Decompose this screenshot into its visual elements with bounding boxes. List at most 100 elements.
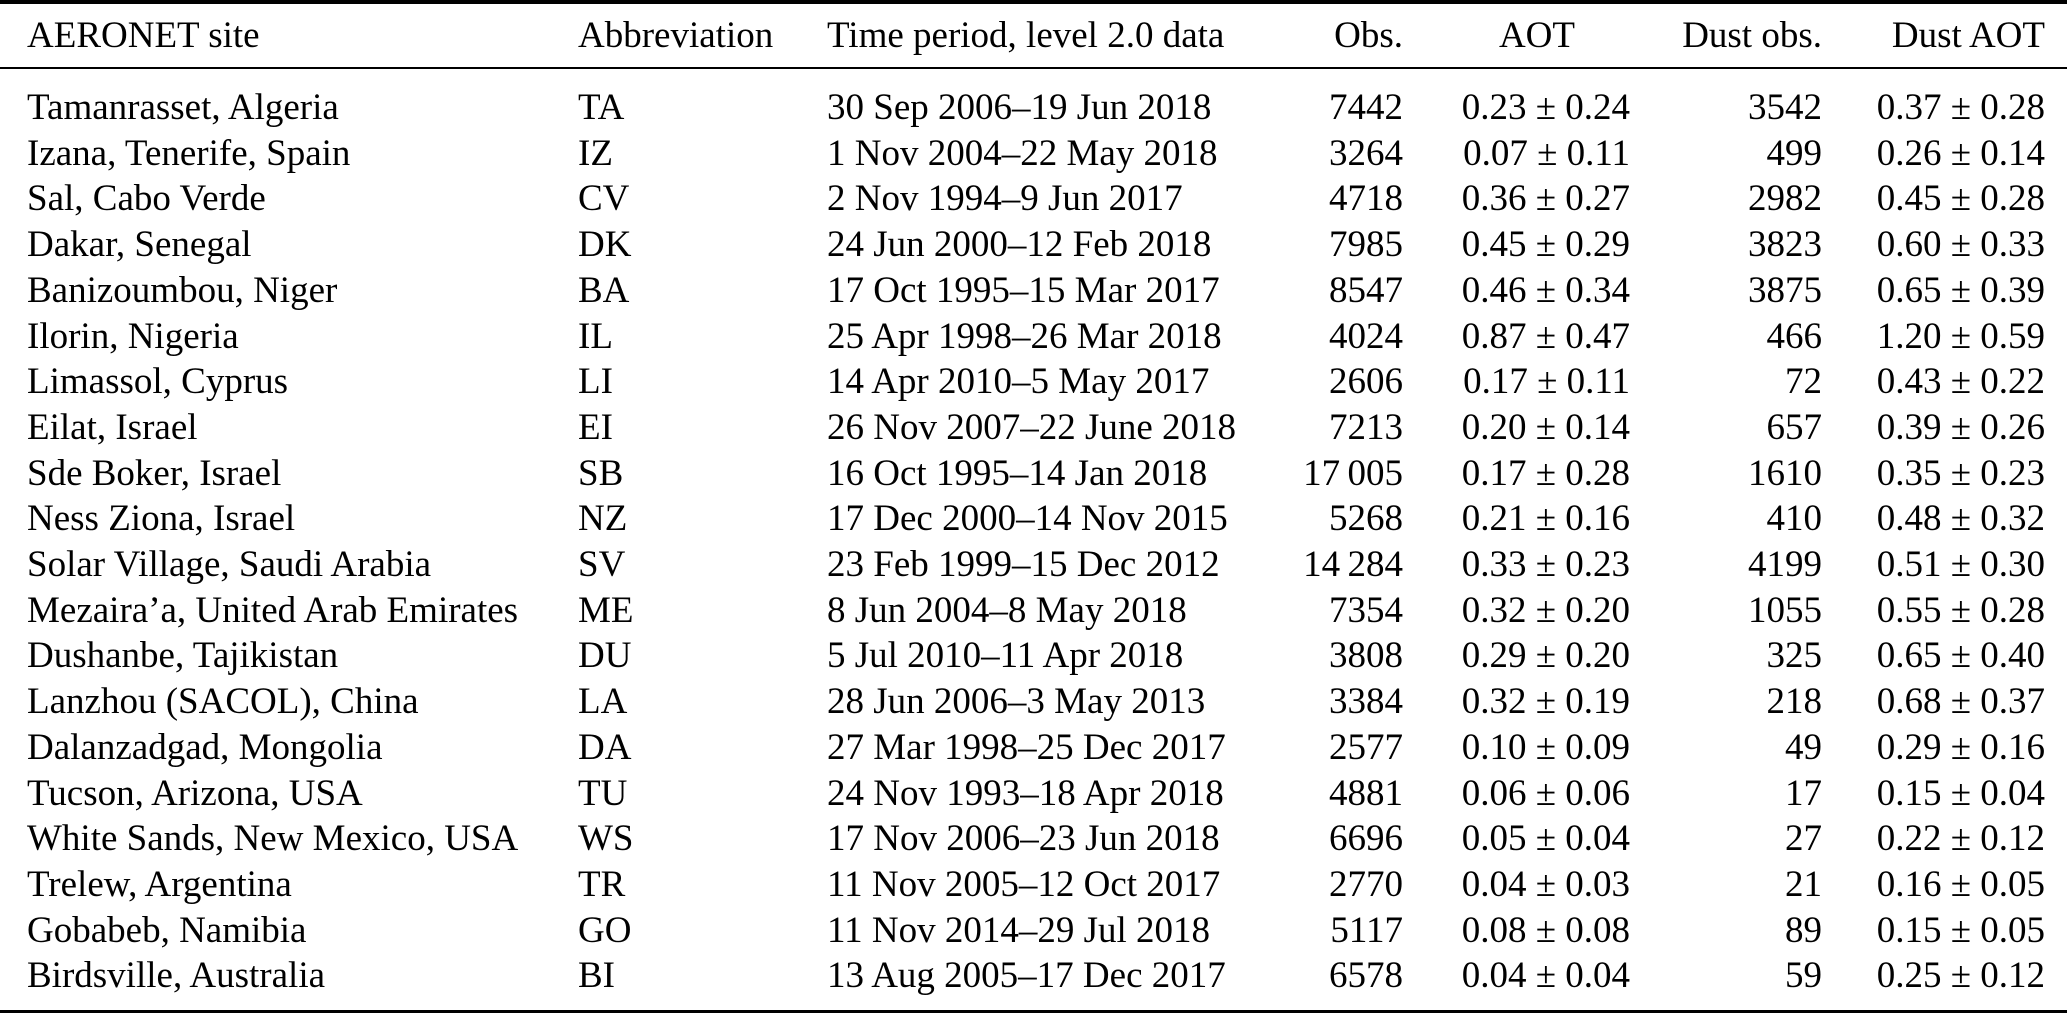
cell-site: Eilat, Israel — [27, 406, 198, 448]
cell-aot: 0.21 ± 0.16 — [1461, 498, 1630, 540]
cell-aot: 0.08 ± 0.08 — [1461, 909, 1630, 951]
table-row: Sal, Cabo Verde CV 2 Nov 1994–9 Jun 2017 47… — [0, 176, 2067, 222]
table-row: Birdsville, Australia BI 13 Aug 2005–17 De… — [0, 953, 2067, 1011]
cell-time-period: 17 Nov 2006–23 Jun 2018 — [827, 818, 1220, 860]
cell-abbreviation: GO — [578, 909, 632, 951]
table-row: Dalanzadgad, Mongolia DA 27 Mar 1998–25 De… — [0, 725, 2067, 771]
cell-dust-obs: 466 — [1766, 315, 1823, 357]
cell-dust-aot: 0.60 ± 0.33 — [1876, 224, 2045, 266]
column-header-abbreviation: Abbreviation — [578, 2, 827, 69]
cell-obs: 2577 — [1329, 726, 1403, 768]
column-header-time-period: Time period, level 2.0 data — [827, 2, 1242, 69]
cell-dust-aot: 0.51 ± 0.30 — [1876, 544, 2045, 586]
cell-aot: 0.04 ± 0.04 — [1461, 955, 1630, 997]
table-header: AERONET site Abbreviation Time period, lev… — [0, 2, 2067, 69]
cell-obs: 2606 — [1329, 361, 1403, 403]
cell-time-period: 11 Nov 2005–12 Oct 2017 — [827, 863, 1221, 905]
cell-obs: 3808 — [1329, 635, 1403, 677]
cell-obs: 3264 — [1329, 132, 1403, 174]
cell-dust-obs: 657 — [1766, 406, 1823, 448]
cell-dust-obs: 27 — [1785, 818, 1822, 860]
cell-dust-obs: 3875 — [1748, 269, 1822, 311]
cell-dust-obs: 89 — [1785, 909, 1822, 951]
table-row: Tamanrasset, Algeria TA 30 Sep 2006–19 Jun… — [0, 68, 2067, 131]
cell-dust-aot: 0.65 ± 0.39 — [1876, 269, 2045, 311]
cell-abbreviation: LA — [578, 681, 628, 723]
column-header-dust-aot: Dust AOT — [1822, 2, 2067, 69]
cell-dust-obs: 499 — [1766, 132, 1823, 174]
table-row: Gobabeb, Namibia GO 11 Nov 2014–29 Jul 201… — [0, 908, 2067, 954]
table-row: Sde Boker, Israel SB 16 Oct 1995–14 Jan 20… — [0, 451, 2067, 497]
cell-aot: 0.07 ± 0.11 — [1463, 132, 1630, 174]
cell-site: Tamanrasset, Algeria — [27, 87, 339, 128]
table-row: Banizoumbou, Niger BA 17 Oct 1995–15 Mar 2… — [0, 268, 2067, 314]
cell-site: Mezaira’a, United Arab Emirates — [27, 589, 519, 631]
cell-aot: 0.29 ± 0.20 — [1461, 635, 1630, 677]
table-row: Ness Ziona, Israel NZ 17 Dec 2000–14 Nov 2… — [0, 496, 2067, 542]
cell-aot: 0.17 ± 0.11 — [1463, 361, 1630, 403]
cell-obs: 6578 — [1329, 955, 1403, 997]
cell-dust-aot: 0.39 ± 0.26 — [1876, 406, 2045, 448]
cell-obs: 2770 — [1329, 863, 1403, 905]
cell-dust-obs: 1055 — [1748, 589, 1822, 631]
cell-aot: 0.36 ± 0.27 — [1461, 178, 1630, 220]
cell-abbreviation: CV — [578, 178, 630, 220]
cell-abbreviation: LI — [578, 361, 613, 403]
cell-time-period: 26 Nov 2007–22 June 2018 — [827, 406, 1237, 448]
table-row: Tucson, Arizona, USA TU 24 Nov 1993–18 Apr… — [0, 771, 2067, 817]
cell-dust-aot: 0.26 ± 0.14 — [1876, 132, 2045, 174]
table-row: Trelew, Argentina TR 11 Nov 2005–12 Oct 20… — [0, 862, 2067, 908]
cell-dust-obs: 72 — [1785, 361, 1822, 403]
cell-dust-obs: 1610 — [1748, 452, 1822, 494]
cell-site: Sal, Cabo Verde — [27, 178, 266, 220]
cell-abbreviation: IZ — [578, 132, 613, 174]
cell-dust-aot: 0.48 ± 0.32 — [1876, 498, 2045, 540]
cell-dust-aot: 0.16 ± 0.05 — [1876, 863, 2045, 905]
cell-site: Trelew, Argentina — [27, 863, 292, 905]
cell-time-period: 30 Sep 2006–19 Jun 2018 — [827, 87, 1212, 128]
table-row: Eilat, Israel EI 26 Nov 2007–22 June 2018 7… — [0, 405, 2067, 451]
cell-obs: 7442 — [1329, 87, 1403, 128]
cell-aot: 0.33 ± 0.23 — [1461, 544, 1630, 586]
cell-abbreviation: SV — [578, 544, 626, 586]
cell-aot: 0.32 ± 0.20 — [1461, 589, 1630, 631]
cell-site: Izana, Tenerife, Spain — [27, 132, 351, 174]
cell-abbreviation: DA — [578, 726, 632, 768]
cell-dust-aot: 0.22 ± 0.12 — [1876, 818, 2045, 860]
cell-dust-obs: 4199 — [1748, 544, 1822, 586]
cell-dust-aot: 0.15 ± 0.05 — [1876, 909, 2045, 951]
cell-abbreviation: DK — [578, 224, 632, 266]
column-header-dust-obs: Dust obs. — [1630, 2, 1822, 69]
cell-obs: 7354 — [1329, 589, 1403, 631]
cell-dust-aot: 0.65 ± 0.40 — [1876, 635, 2045, 677]
column-header-obs: Obs. — [1242, 2, 1403, 69]
cell-obs: 7213 — [1329, 406, 1403, 448]
cell-time-period: 8 Jun 2004–8 May 2018 — [827, 589, 1187, 631]
cell-time-period: 14 Apr 2010–5 May 2017 — [827, 361, 1210, 403]
table-row: Lanzhou (SACOL), China LA 28 Jun 2006–3 Ma… — [0, 679, 2067, 725]
cell-obs: 3384 — [1329, 681, 1403, 723]
table-row: White Sands, New Mexico, USA WS 17 Nov 200… — [0, 816, 2067, 862]
cell-time-period: 25 Apr 1998–26 Mar 2018 — [827, 315, 1222, 357]
cell-time-period: 24 Nov 1993–18 Apr 2018 — [827, 772, 1224, 814]
cell-obs: 8547 — [1329, 269, 1403, 311]
cell-aot: 0.04 ± 0.03 — [1461, 863, 1630, 905]
column-header-aot: AOT — [1403, 2, 1630, 69]
cell-dust-obs: 3823 — [1748, 224, 1822, 266]
cell-dust-obs: 3542 — [1748, 87, 1822, 128]
cell-time-period: 1 Nov 2004–22 May 2018 — [827, 132, 1218, 174]
cell-aot: 0.87 ± 0.47 — [1461, 315, 1630, 357]
cell-abbreviation: NZ — [578, 498, 628, 540]
cell-obs: 4718 — [1329, 178, 1403, 220]
cell-dust-aot: 0.37 ± 0.28 — [1876, 87, 2045, 128]
column-header-site: AERONET site — [0, 2, 578, 69]
cell-site: Dalanzadgad, Mongolia — [27, 726, 383, 768]
cell-site: Dakar, Senegal — [27, 224, 252, 266]
cell-site: Tucson, Arizona, USA — [27, 772, 363, 814]
cell-time-period: 16 Oct 1995–14 Jan 2018 — [827, 452, 1208, 494]
cell-abbreviation: TA — [578, 87, 625, 128]
cell-site: Ness Ziona, Israel — [27, 498, 296, 540]
cell-abbreviation: ME — [578, 589, 634, 631]
cell-time-period: 5 Jul 2010–11 Apr 2018 — [827, 635, 1184, 677]
